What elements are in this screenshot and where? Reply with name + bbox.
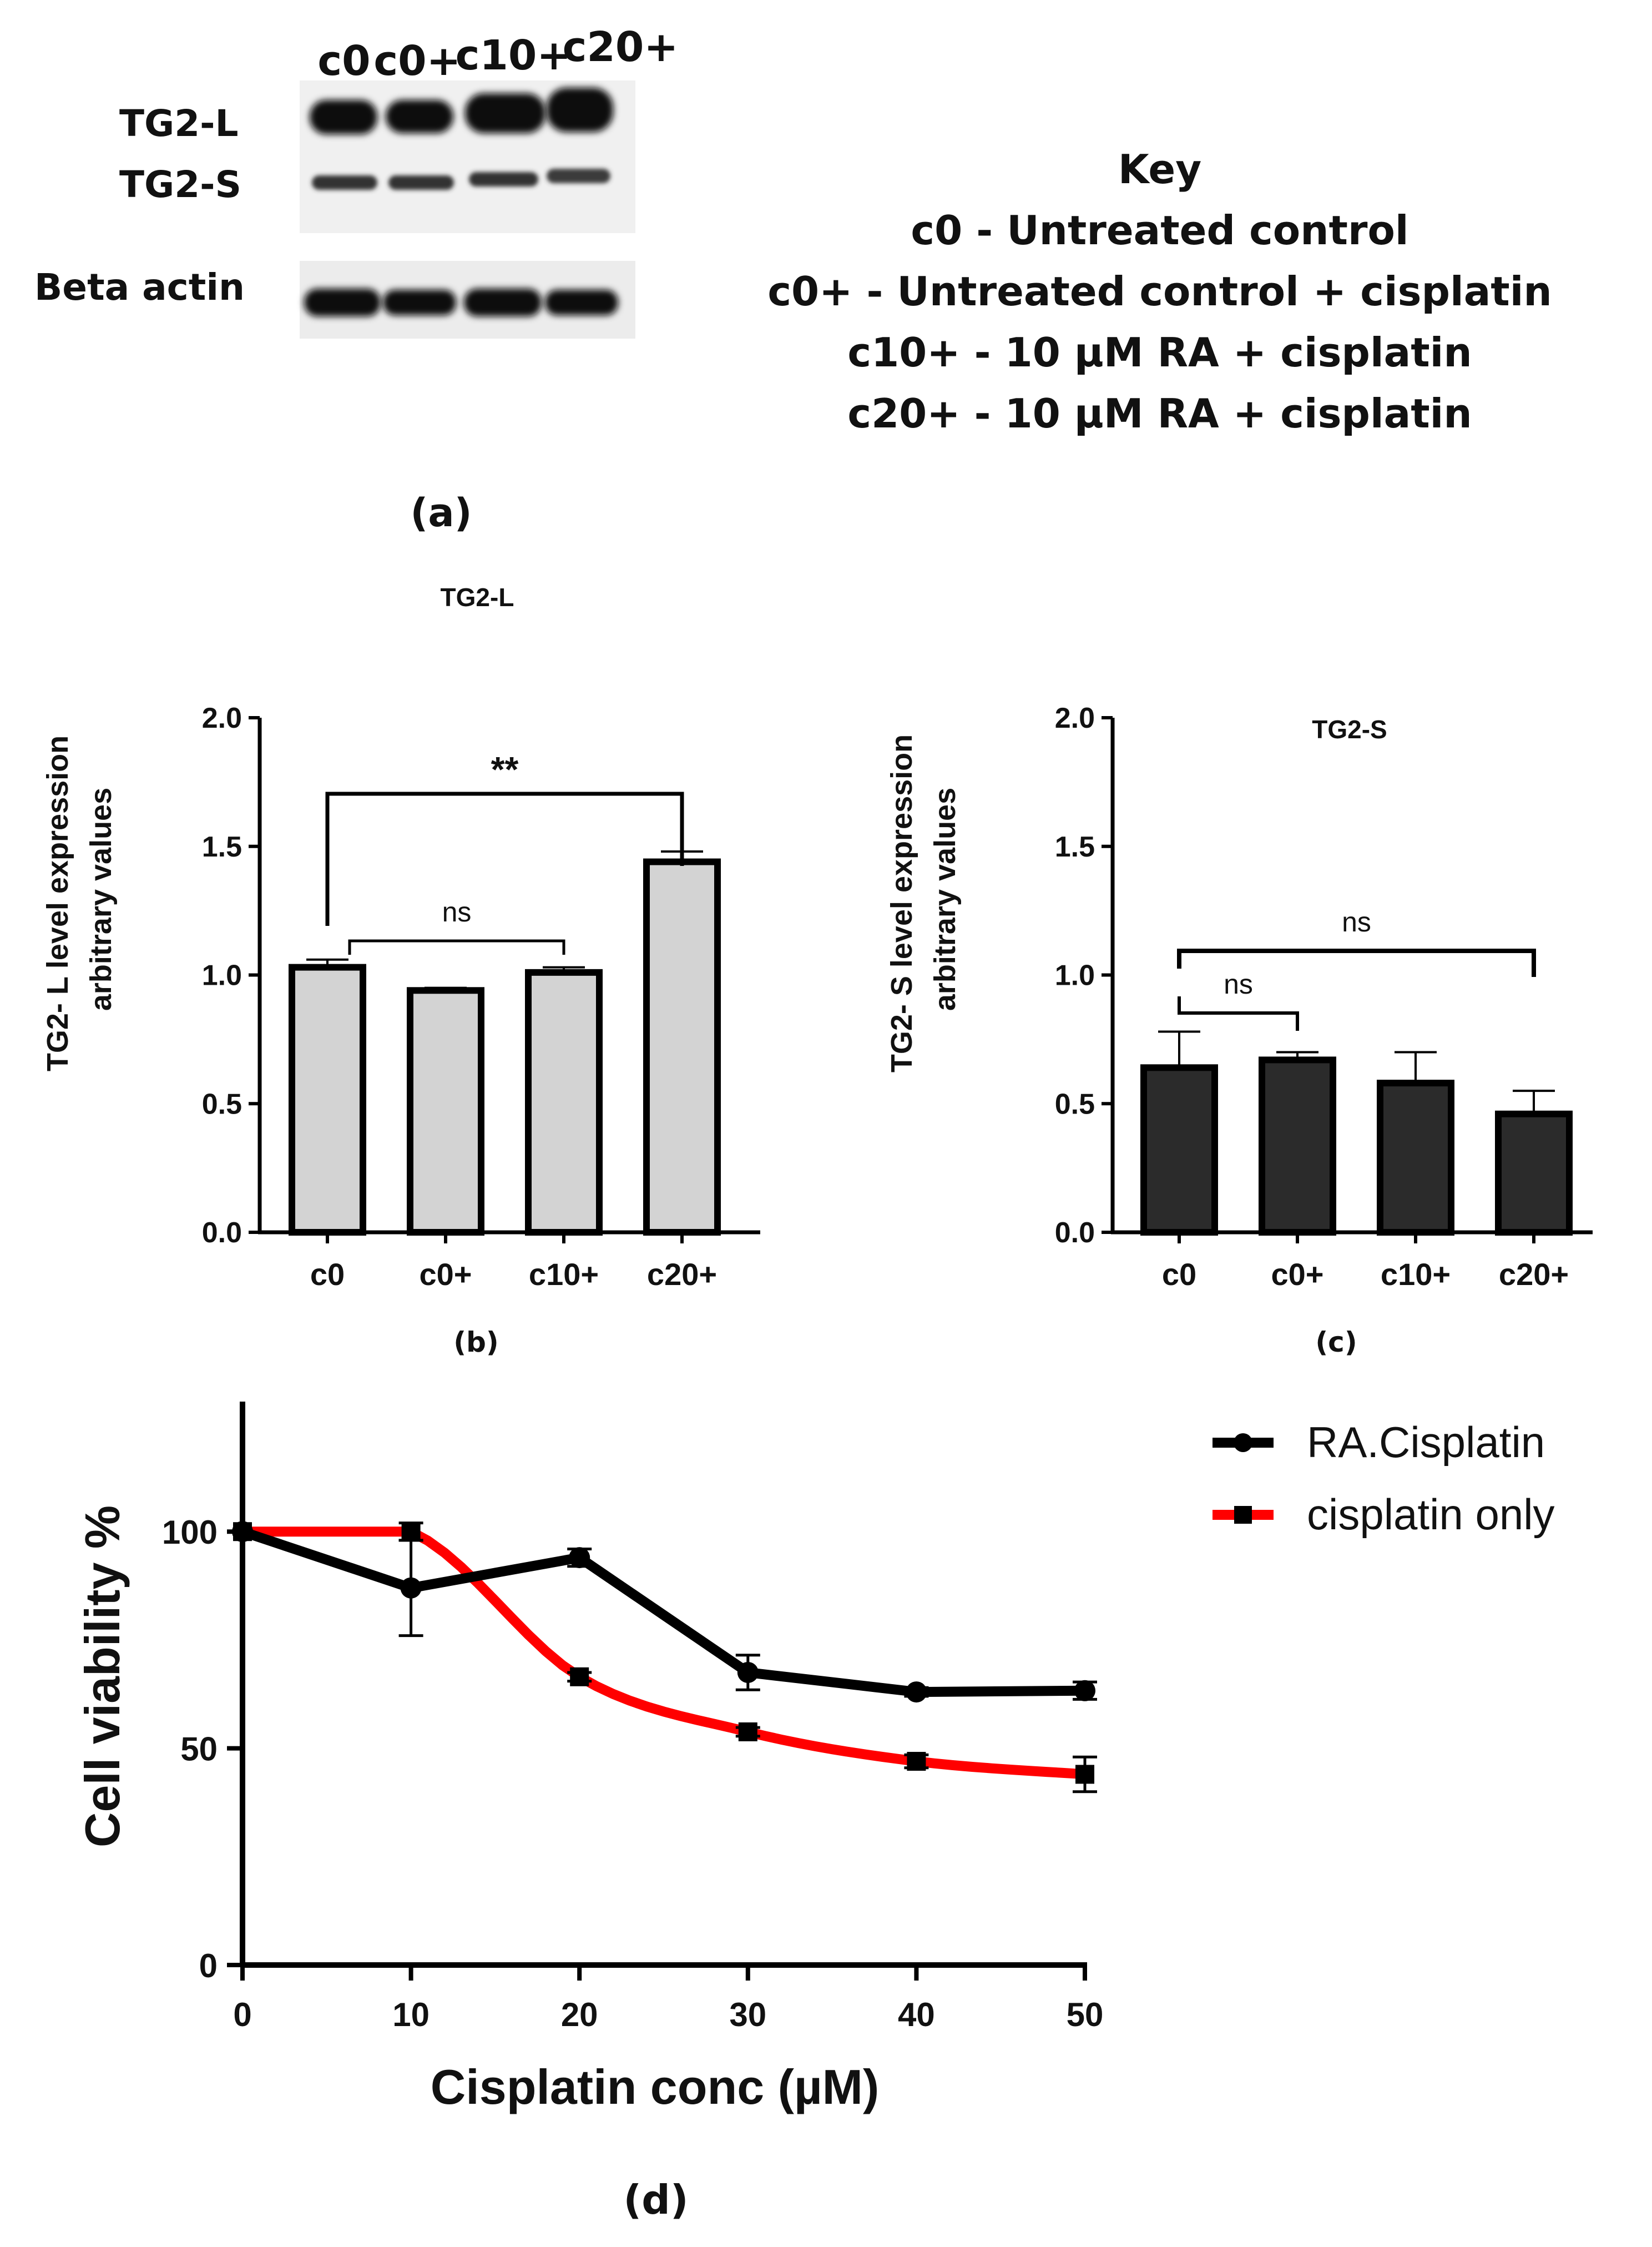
category-label-c-2: c10+ (1381, 1257, 1451, 1292)
x-tick-label-d-4: 40 (898, 1996, 935, 2033)
significance-label-b-0: ** (491, 749, 519, 789)
category-label-b-2: c10+ (529, 1257, 599, 1292)
y-axis-title-c: TG2- S level expression arbitrary values (885, 726, 962, 1072)
lane-label-c20plus: c20+ (563, 23, 679, 71)
panel-letter-a: (a) (410, 490, 472, 536)
series-line-cisplatin-only (243, 1526, 1085, 1780)
bar-b-3 (643, 858, 721, 1236)
x-tick-label-d-2: 20 (561, 1996, 598, 2033)
y-tick-label-c-0: 0.0 (1055, 1217, 1095, 1249)
x-tick-label-d-0: 0 (233, 1996, 251, 2033)
x-axis-title-d: Cisplatin conc (µM) (431, 2059, 880, 2114)
data-point-ra-cisplatin-2 (569, 1547, 590, 1569)
x-tick-label-d-1: 10 (392, 1996, 430, 2033)
tg2-s-bar-chart: TG2-S TG2- S level expression arbitrary … (885, 702, 1593, 1358)
plot-area-d: 0 50 100 0 10 20 30 40 50 (162, 1402, 1103, 2033)
category-label-b-0: c0 (310, 1257, 345, 1292)
y-tick-label-b-4: 2.0 (202, 702, 242, 734)
y-tick-label-b-3: 1.5 (202, 831, 242, 863)
blot-key: Key c0 - Untreated control c0+ - Untreat… (767, 146, 1552, 437)
y-axis-title-b: TG2- L level expression arbitrary values (41, 727, 118, 1071)
key-item-c20plus: c20+ - 10 µM RA + cisplatin (847, 390, 1472, 437)
y-tick-label-b-2: 1.0 (202, 960, 242, 992)
category-label-c-1: c0+ (1271, 1257, 1324, 1292)
x-tick-label-d-5: 50 (1067, 1996, 1104, 2033)
plot-area-c: 0.0 0.5 1.0 1.5 2.0 c0 c0+ c10+ c20+ ns ns (1055, 702, 1593, 1292)
chart-title-b: TG2-L (441, 583, 514, 612)
y-tick-label-d-2: 100 (162, 1514, 218, 1551)
panel-letter-b: (b) (453, 1326, 499, 1358)
plot-area-b: 0.0 0.5 1.0 1.5 2.0 c0 c0+ c10+ c20+ ** ns (202, 702, 760, 1292)
panel-letter-d: (d) (623, 2177, 688, 2223)
y-tick-label-b-0: 0.0 (202, 1217, 242, 1249)
legend-label-cisplatin-only: cisplatin only (1307, 1490, 1555, 1539)
data-point-ra-cisplatin-5 (1074, 1680, 1095, 1701)
key-item-c0: c0 - Untreated control (911, 207, 1408, 254)
category-label-b-1: c0+ (420, 1257, 472, 1292)
data-point-ra-cisplatin-0 (232, 1521, 253, 1543)
data-point-cisplatin-only-4 (907, 1752, 926, 1771)
y-axis-title-c-line2: arbitrary values (928, 788, 962, 1011)
y-tick-label-d-1: 50 (180, 1731, 218, 1768)
cell-viability-line-chart: Cell viability % Cisplatin conc (µM) 0 50… (75, 1402, 1555, 2223)
bar-b-1 (407, 987, 484, 1236)
series-line-ra-cisplatin (241, 1526, 1085, 1697)
data-point-cisplatin-only-1 (401, 1522, 421, 1541)
chart-title-c: TG2-S (1312, 715, 1387, 744)
key-title: Key (1118, 146, 1201, 193)
data-point-cisplatin-only-5 (1075, 1765, 1094, 1784)
tg2-l-bar-chart: TG2-L TG2- L level expression arbitrary … (41, 583, 760, 1358)
significance-label-c-0: ns (1342, 906, 1371, 938)
band-label-tg2-s: TG2-S (119, 163, 241, 206)
bar-b-0 (289, 964, 366, 1236)
y-tick-label-c-1: 0.5 (1055, 1088, 1095, 1120)
bar-c-0 (1140, 1064, 1218, 1236)
significance-bracket-c-0 (1177, 949, 1536, 977)
bar-c-2 (1377, 1080, 1454, 1236)
western-blot-panel: c0 c0+ c10+ c20+ TG2-L TG2-S Beta actin … (34, 23, 1552, 536)
data-point-ra-cisplatin-3 (737, 1661, 759, 1683)
y-axis-title-b-line2: arbitrary values (84, 788, 118, 1011)
lane-label-c0: c0 (317, 37, 370, 85)
significance-bracket-c-1 (1178, 996, 1299, 1031)
data-point-cisplatin-only-3 (738, 1722, 757, 1741)
blot-membrane-top (300, 80, 635, 233)
category-label-b-3: c20+ (647, 1257, 717, 1292)
data-point-ra-cisplatin-1 (400, 1577, 422, 1599)
legend-d: RA.Cisplatin cisplatin only (1213, 1418, 1555, 1539)
y-axis-title-d: Cell viability % (75, 1505, 130, 1847)
band-label-beta-actin: Beta actin (34, 266, 245, 309)
legend-marker-cisplatin-only (1234, 1506, 1252, 1524)
bar-b-2 (525, 969, 603, 1236)
legend-label-ra-cisplatin: RA.Cisplatin (1307, 1418, 1545, 1467)
data-point-ra-cisplatin-4 (906, 1681, 927, 1703)
y-tick-label-b-1: 0.5 (202, 1088, 242, 1120)
bar-c-3 (1495, 1110, 1573, 1236)
x-tick-label-d-3: 30 (729, 1996, 766, 2033)
key-item-c0plus: c0+ - Untreated control + cisplatin (767, 268, 1552, 315)
y-axis-title-b-line1: TG2- L level expression (41, 735, 74, 1071)
lane-label-c10plus: c10+ (456, 32, 572, 79)
y-tick-label-c-2: 1.0 (1055, 960, 1095, 992)
legend-marker-ra-cisplatin (1234, 1433, 1252, 1452)
band-label-tg2-l: TG2-L (119, 102, 239, 145)
lane-label-c0plus: c0+ (373, 37, 461, 85)
data-point-cisplatin-only-2 (570, 1667, 589, 1686)
significance-bracket-b-0 (325, 792, 684, 926)
y-tick-label-c-4: 2.0 (1055, 702, 1095, 734)
key-item-c10plus: c10+ - 10 µM RA + cisplatin (847, 329, 1472, 376)
significance-label-b-1: ns (442, 896, 472, 928)
category-label-c-3: c20+ (1499, 1257, 1569, 1292)
y-tick-label-c-3: 1.5 (1055, 831, 1095, 863)
bar-c-1 (1259, 1056, 1336, 1236)
significance-label-c-1: ns (1224, 969, 1253, 1000)
panel-letter-c: (c) (1315, 1326, 1357, 1358)
category-label-c-0: c0 (1162, 1257, 1196, 1292)
y-tick-label-d-0: 0 (199, 1947, 218, 1984)
significance-bracket-b-1 (348, 939, 565, 955)
blot-membrane-actin (300, 261, 635, 339)
y-axis-title-c-line1: TG2- S level expression (885, 734, 918, 1072)
